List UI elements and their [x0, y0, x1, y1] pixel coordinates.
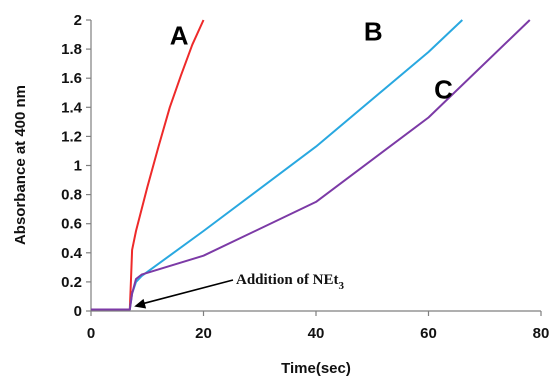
y-tick-label: 0.4: [61, 245, 83, 262]
annotation: Addition of NEt3: [134, 272, 345, 309]
y-tick-label: 1: [74, 158, 82, 175]
annotation-arrow: [142, 279, 234, 305]
y-axis-title: Absorbance at 400 nm: [12, 85, 29, 245]
series-label-a: A: [170, 21, 189, 51]
x-tick-label: 0: [87, 325, 95, 342]
y-tick-label: 1.2: [61, 128, 82, 145]
y-tick-label: 1.8: [61, 41, 82, 58]
y-tick-label: 0.2: [61, 274, 82, 291]
x-tick-label: 60: [420, 325, 437, 342]
arrow-head-icon: [134, 298, 147, 309]
series-label-c: C: [434, 75, 453, 105]
y-tick-label: 0.6: [61, 216, 82, 233]
y-tick-label: 1.4: [61, 99, 83, 116]
y-tick-label: 0.8: [61, 187, 82, 204]
y-tick-label: 0: [74, 303, 82, 320]
series-labels: A B C: [170, 16, 453, 104]
x-axis-title: Time(sec): [281, 360, 351, 377]
series-label-b: B: [364, 16, 383, 46]
annotation-main-text: Addition of NEt: [236, 272, 339, 288]
x-tick-label: 40: [308, 325, 325, 342]
axis-ticks: 00.20.40.60.811.21.41.61.820 20 40 60 80: [61, 12, 549, 342]
series-line-b: [91, 19, 463, 311]
annotation-text: Addition of NEt3: [236, 272, 345, 292]
x-tick-label: 80: [533, 325, 550, 342]
series-line-c: [91, 19, 531, 311]
x-tick-label: 20: [195, 325, 212, 342]
series-line-a: [91, 19, 205, 311]
y-tick-label: 1.6: [61, 70, 82, 87]
y-tick-label: 2: [74, 12, 82, 29]
plot-area: 00.20.40.60.811.21.41.61.820 20 40 60 80 A BC: [61, 12, 549, 342]
series-lines: [91, 19, 531, 311]
annotation-subscript: 3: [339, 280, 345, 292]
